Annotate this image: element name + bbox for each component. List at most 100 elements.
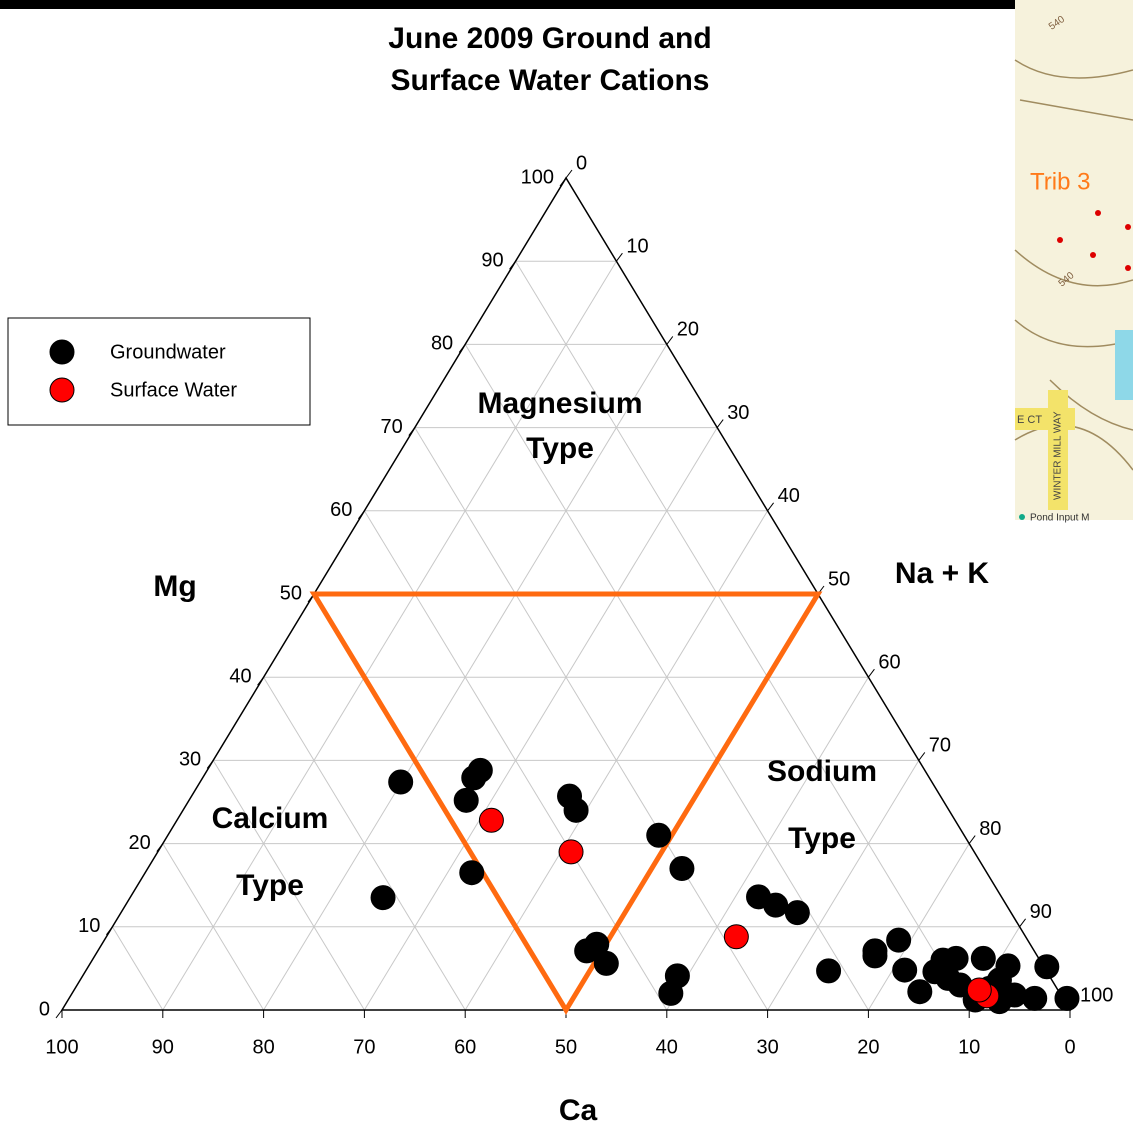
region-label: Type [236,869,304,902]
map-dot [1095,210,1101,216]
nak-tick-label: 90 [1030,901,1052,923]
nak-tick-label: 20 [677,319,699,341]
mg-tick-label: 80 [431,333,453,355]
axis-title: Ca [559,1094,598,1127]
data-point [1035,955,1059,979]
nak-tick-label: 30 [727,402,749,424]
mg-tick-label: 0 [39,998,50,1020]
tick-mark [969,836,975,844]
data-point [1055,986,1079,1010]
grid-line [516,261,970,1010]
mg-tick-label: 100 [521,166,554,188]
tick-mark [566,170,572,178]
ca-tick-label: 100 [45,1036,78,1058]
map-dot [1125,224,1131,230]
tick-mark [258,677,264,685]
top-bar [0,0,1015,9]
data-point [817,959,841,983]
grid-line [415,428,768,1010]
ca-tick-label: 30 [756,1036,778,1058]
data-point [389,770,413,794]
tick-mark [868,669,874,677]
map-dot [1057,237,1063,243]
ca-tick-label: 50 [555,1036,577,1058]
map-dot [1019,514,1025,520]
ca-tick-label: 60 [454,1036,476,1058]
tick-mark [409,428,415,436]
data-point [893,958,917,982]
axis-title: Na + K [895,557,990,590]
nak-tick-label: 60 [878,651,900,673]
legend-label: Surface Water [110,379,237,401]
nak-tick-label: 50 [828,568,850,590]
map-label: Pond Input M [1030,513,1089,524]
region-label: Type [788,822,856,855]
mg-tick-label: 90 [481,249,503,271]
tick-mark [510,261,516,269]
data-point [479,808,503,832]
data-point [462,766,486,790]
tick-mark [616,253,622,261]
data-point [764,893,788,917]
tick-mark [717,420,723,428]
grid-line [364,428,717,1010]
data-point [724,925,748,949]
data-point [460,861,484,885]
legend-label: Groundwater [110,341,226,363]
data-point [659,981,683,1005]
tick-mark [358,511,364,519]
grid-line [112,927,162,1010]
map-label: Trib 3 [1030,168,1090,195]
ca-tick-label: 10 [958,1036,980,1058]
tick-mark [459,344,465,352]
nak-tick-label: 40 [778,485,800,507]
region-label: Magnesium [477,387,642,420]
nak-tick-label: 100 [1080,984,1113,1006]
data-point [971,946,995,970]
chart: Trib 3 540 540 WINTER MILL WAY E CT Pond… [0,0,1133,1131]
nak-tick-label: 10 [626,235,648,257]
map-dot [1090,252,1096,258]
tick-mark [106,927,112,935]
data-point [594,951,618,975]
data-point [967,978,991,1002]
data-point [936,966,960,990]
tick-mark [56,1010,62,1018]
mg-tick-label: 60 [330,499,352,521]
region-label: Sodium [767,755,877,788]
data-point [908,980,932,1004]
tick-mark [157,844,163,852]
mg-tick-label: 50 [280,582,302,604]
tick-mark [207,760,213,768]
tick-mark [768,503,774,511]
page: Trib 3 540 540 WINTER MILL WAY E CT Pond… [0,0,1133,1131]
ca-tick-label: 40 [656,1036,678,1058]
mg-tick-label: 40 [229,665,251,687]
nak-tick-label: 80 [979,818,1001,840]
tick-mark [1020,919,1026,927]
data-point [647,823,671,847]
map-overlay: Trib 3 540 540 WINTER MILL WAY E CT Pond… [1015,0,1133,524]
chart-title: Surface Water Cations [391,64,710,97]
mg-tick-label: 30 [179,749,201,771]
ca-tick-label: 70 [353,1036,375,1058]
map-pond [1115,330,1133,400]
tick-mark [919,752,925,760]
mg-tick-label: 20 [129,832,151,854]
nak-tick-label: 70 [929,735,951,757]
data-point [564,798,588,822]
data-point [454,788,478,812]
tick-mark [560,178,566,186]
mg-tick-label: 10 [78,915,100,937]
data-point [371,886,395,910]
legend-box [8,318,310,425]
data-point [887,928,911,952]
ca-tick-label: 80 [252,1036,274,1058]
ca-tick-label: 0 [1064,1036,1075,1058]
data-point [670,857,694,881]
axis-title: Mg [153,570,196,603]
map-label: E CT [1017,414,1042,426]
data-point [863,939,887,963]
tick-mark [667,336,673,344]
ca-tick-label: 20 [857,1036,879,1058]
